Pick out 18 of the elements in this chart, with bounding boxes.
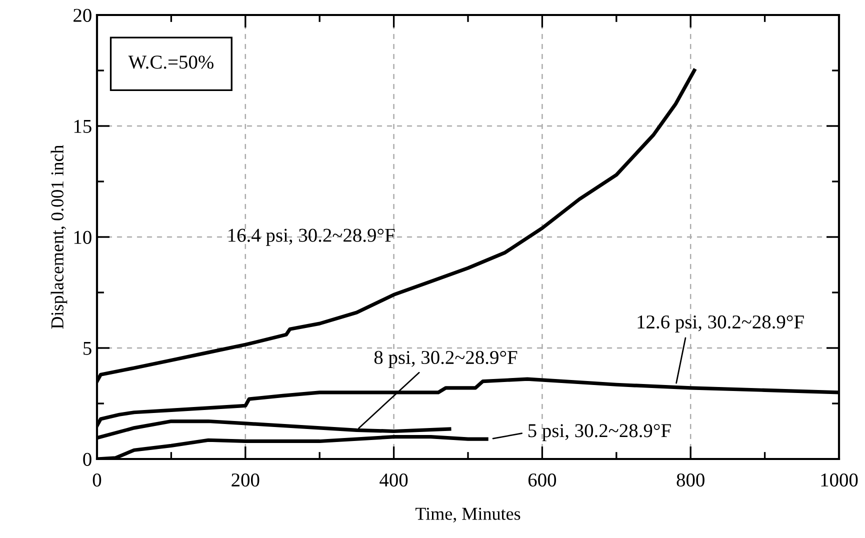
x-tick-label: 600 — [528, 473, 556, 487]
y-axis-title: Displacement, 0.001 inch — [50, 144, 68, 329]
x-tick-label: 1000 — [821, 473, 858, 487]
annotation: 16.4 psi, 30.2~28.9°F — [228, 228, 395, 246]
x-tick-label: 0 — [92, 473, 102, 487]
annotation: 8 psi, 30.2~28.9°F — [374, 350, 518, 368]
x-tick-label: 200 — [232, 473, 260, 487]
annotation: W.C.=50% — [128, 56, 214, 69]
x-tick-label: 800 — [676, 473, 704, 487]
x-axis-title: Time, Minutes — [415, 508, 520, 522]
annotation: 12.6 psi, 30.2~28.9°F — [638, 315, 804, 332]
y-tick-label: 10 — [74, 230, 92, 244]
y-tick-label: 0 — [83, 452, 92, 466]
x-tick-label: 400 — [380, 473, 408, 487]
annotation: 5 psi, 30.2~28.9°F — [528, 424, 671, 442]
y-tick-label: 5 — [84, 342, 92, 355]
y-tick-label: 15 — [74, 120, 92, 133]
y-tick-label: 20 — [74, 8, 92, 22]
